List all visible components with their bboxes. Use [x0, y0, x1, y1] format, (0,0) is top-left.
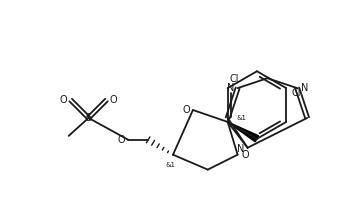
- Text: &1: &1: [165, 162, 175, 168]
- Text: Cl: Cl: [291, 88, 301, 98]
- Text: Cl: Cl: [230, 74, 239, 84]
- Text: N: N: [237, 144, 244, 154]
- Text: N: N: [227, 83, 234, 93]
- Text: O: O: [182, 105, 190, 115]
- Text: S: S: [85, 113, 92, 123]
- Text: O: O: [118, 135, 125, 145]
- Text: O: O: [242, 150, 249, 160]
- Text: O: O: [60, 95, 67, 105]
- Text: O: O: [109, 95, 117, 105]
- Polygon shape: [228, 122, 259, 142]
- Text: N: N: [300, 83, 308, 93]
- Text: &1: &1: [237, 115, 247, 121]
